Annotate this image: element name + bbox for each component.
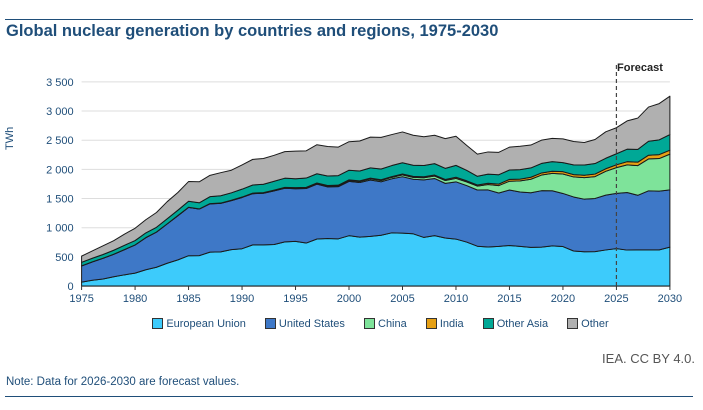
svg-text:1980: 1980 [123, 293, 147, 305]
svg-text:2 500: 2 500 [46, 135, 74, 147]
svg-text:1985: 1985 [176, 293, 200, 305]
svg-text:3 000: 3 000 [46, 106, 74, 118]
svg-text:1990: 1990 [230, 293, 254, 305]
svg-text:3 500: 3 500 [46, 77, 74, 89]
svg-text:2015: 2015 [497, 293, 521, 305]
svg-text:1995: 1995 [283, 293, 307, 305]
svg-text:500: 500 [55, 252, 73, 264]
svg-text:2000: 2000 [337, 293, 361, 305]
svg-text:2030: 2030 [658, 293, 682, 305]
svg-text:2005: 2005 [390, 293, 414, 305]
svg-text:2020: 2020 [551, 293, 575, 305]
svg-text:1 500: 1 500 [46, 194, 74, 206]
svg-text:2025: 2025 [604, 293, 628, 305]
svg-text:1 000: 1 000 [46, 223, 74, 235]
svg-text:2010: 2010 [444, 293, 468, 305]
svg-text:2 000: 2 000 [46, 164, 74, 176]
svg-text:1975: 1975 [69, 293, 93, 305]
svg-text:0: 0 [67, 281, 73, 293]
